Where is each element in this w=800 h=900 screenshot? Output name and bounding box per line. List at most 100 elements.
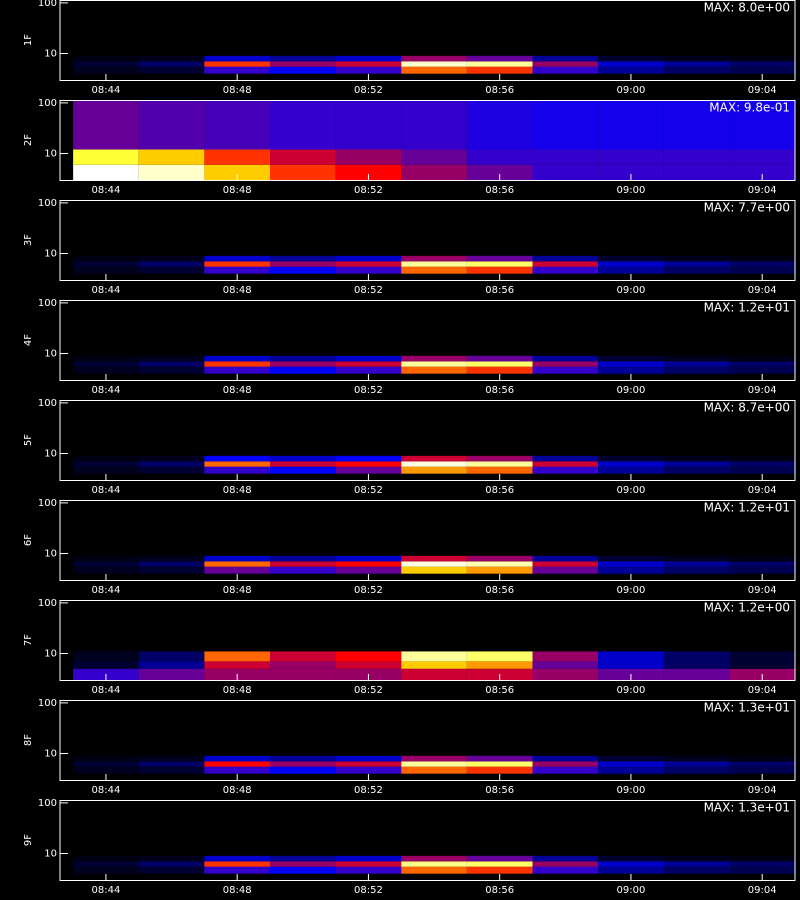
- y-axis-label: 9F: [23, 834, 34, 846]
- x-tick-label: 09:00: [617, 385, 646, 396]
- heatmap-cell: [598, 861, 664, 867]
- heatmap-cell: [598, 66, 664, 74]
- heatmap-cell: [598, 766, 664, 774]
- y-tick-label: 10: [44, 549, 57, 560]
- heatmap-cell: [663, 55, 730, 62]
- heatmap-cell: [138, 255, 205, 262]
- heatmap-cell: [663, 149, 730, 165]
- y-axis-label: 8F: [23, 734, 34, 746]
- heatmap-cell: [598, 100, 664, 150]
- heatmap-cell: [138, 651, 205, 662]
- heatmap-cell: [401, 355, 467, 362]
- heatmap-cell: [598, 651, 664, 662]
- heatmap-cell: [401, 466, 467, 474]
- heatmap-cell: [138, 466, 205, 474]
- heatmap-cell: [663, 361, 730, 367]
- heatmap-cell: [270, 555, 336, 562]
- heatmap-cell: [663, 555, 730, 562]
- heatmap-cell: [401, 361, 467, 367]
- heatmap-cell: [729, 861, 795, 867]
- heatmap-cell: [401, 100, 467, 150]
- heatmap-cell: [401, 661, 467, 669]
- heatmap-cell: [401, 566, 467, 574]
- heatmap-cell: [401, 66, 467, 74]
- heatmap-cell: [466, 255, 533, 262]
- heatmap-cell: [204, 661, 270, 669]
- x-tick-label: 08:48: [223, 385, 252, 396]
- heatmap-cell: [270, 261, 336, 267]
- heatmap-cell: [466, 61, 533, 67]
- x-tick-label: 09:04: [748, 885, 777, 896]
- y-tick-label: 10: [44, 649, 57, 660]
- heatmap-cell: [663, 261, 730, 267]
- heatmap-cell: [532, 149, 599, 165]
- heatmap-cell: [729, 61, 795, 67]
- x-tick-label: 08:56: [485, 485, 514, 496]
- x-tick-label: 08:56: [485, 585, 514, 596]
- heatmap-cell: [204, 651, 270, 662]
- heatmap-cell: [73, 461, 139, 467]
- heatmap-cell: [466, 855, 533, 862]
- heatmap-cell: [335, 651, 402, 662]
- heatmap-cell: [138, 555, 205, 562]
- max-annotation: MAX: 7.7e+00: [704, 201, 790, 215]
- heatmap-cell: [335, 164, 402, 180]
- heatmap-cell: [73, 755, 139, 762]
- x-tick-label: 08:56: [485, 85, 514, 96]
- heatmap-cell: [401, 461, 467, 467]
- heatmap-cell: [204, 164, 270, 180]
- plot-frame: [59, 100, 796, 181]
- heatmap-cell: [204, 149, 270, 165]
- heatmap-cell: [204, 366, 270, 374]
- x-tick-label: 08:48: [223, 685, 252, 696]
- y-axis-label: 6F: [23, 534, 34, 546]
- heatmap-cell: [270, 149, 336, 165]
- heatmap-cell: [532, 766, 599, 774]
- heatmap-cell: [598, 149, 664, 165]
- heatmap-cell: [73, 455, 139, 462]
- max-annotation: MAX: 8.7e+00: [704, 401, 790, 415]
- x-tick-label: 08:44: [92, 685, 121, 696]
- plot-frame: [59, 300, 796, 381]
- heatmap-cell: [335, 661, 402, 669]
- heatmap-cell: [532, 861, 599, 867]
- x-tick-label: 09:00: [617, 285, 646, 296]
- heatmap-cell: [663, 661, 730, 669]
- heatmap-cell: [335, 61, 402, 67]
- heatmap-cell: [663, 561, 730, 567]
- x-tick-label: 08:44: [92, 785, 121, 796]
- heatmap-cell: [138, 668, 205, 680]
- plot-frame: [59, 800, 796, 881]
- heatmap-cell: [401, 855, 467, 862]
- heatmap-cell: [335, 261, 402, 267]
- heatmap-cell: [270, 100, 336, 150]
- x-tick-label: 08:48: [223, 785, 252, 796]
- heatmap-cell: [663, 466, 730, 474]
- heatmap-cell: [138, 366, 205, 374]
- y-tick-label: 100: [38, 98, 57, 109]
- heatmap-cell: [401, 766, 467, 774]
- heatmap-cell: [335, 266, 402, 274]
- heatmap-cell: [270, 866, 336, 874]
- heatmap-cell: [270, 861, 336, 867]
- heatmap-cell: [663, 861, 730, 867]
- heatmap-cell: [270, 66, 336, 74]
- heatmap-cell: [204, 55, 270, 62]
- heatmap-cell: [73, 555, 139, 562]
- heatmap-cell: [204, 861, 270, 867]
- heatmap-cell: [204, 461, 270, 467]
- heatmap-cell: [401, 561, 467, 567]
- heatmap-cell: [204, 466, 270, 474]
- heatmap-cell: [335, 100, 402, 150]
- x-tick-label: 09:04: [748, 85, 777, 96]
- heatmap-cell: [73, 55, 139, 62]
- heatmap-cell: [466, 766, 533, 774]
- heatmap-cell: [466, 366, 533, 374]
- heatmap-cell: [729, 866, 795, 874]
- heatmap-cell: [270, 755, 336, 762]
- heatmap-cell: [270, 761, 336, 767]
- heatmap-cell: [73, 651, 139, 662]
- heatmap-cell: [532, 866, 599, 874]
- heatmap-cell: [335, 355, 402, 362]
- heatmap-cell: [729, 164, 795, 180]
